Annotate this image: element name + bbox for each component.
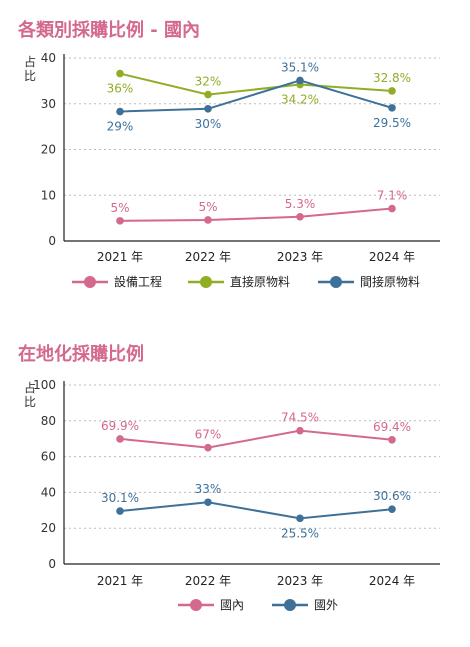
data-label: 7.1%: [377, 189, 408, 203]
y-tick-label: 40: [41, 485, 56, 499]
legend-label: 國外: [314, 598, 338, 612]
legend-swatch-dot: [84, 276, 96, 288]
x-tick-label: 2024 年: [369, 250, 415, 264]
data-label: 5%: [110, 201, 129, 215]
y-tick-label: 80: [41, 414, 56, 428]
series-line: [119, 207, 393, 222]
data-label: 33%: [195, 482, 222, 496]
y-tick-label: 0: [48, 234, 56, 248]
data-point: [296, 426, 304, 435]
y-tick-label: 100: [33, 378, 56, 392]
series-line: [119, 501, 393, 520]
data-point: [296, 76, 304, 85]
data-point: [204, 90, 212, 99]
chart-title: 各類別採購比例 - 國內: [17, 19, 200, 41]
data-label: 74.5%: [281, 411, 319, 425]
data-label: 35.1%: [281, 60, 319, 74]
legend-swatch-dot: [190, 599, 202, 611]
y-tick-label: 40: [41, 51, 56, 65]
data-point: [116, 107, 124, 116]
y-tick-label: 20: [41, 521, 56, 535]
data-label: 69.4%: [373, 420, 411, 434]
data-point: [204, 498, 212, 507]
x-tick-label: 2024 年: [369, 574, 415, 588]
data-label: 25.5%: [281, 526, 319, 540]
data-point: [388, 505, 396, 514]
data-label: 30.6%: [373, 489, 411, 503]
data-label: 32%: [195, 75, 222, 89]
legend-swatch-dot: [284, 599, 296, 611]
data-point: [204, 104, 212, 113]
y-tick-label: 30: [41, 97, 56, 111]
legend-swatch-dot: [200, 276, 212, 288]
series-line: [119, 72, 393, 96]
data-point: [116, 507, 124, 515]
legend-label: 設備工程: [114, 274, 162, 289]
data-point: [116, 435, 124, 443]
y-tick-label: 10: [41, 188, 56, 202]
x-tick-label: 2021 年: [97, 574, 143, 588]
series-line: [119, 429, 393, 449]
data-label: 32.8%: [373, 71, 411, 85]
data-label: 29%: [107, 120, 134, 134]
data-point: [388, 435, 396, 444]
x-tick-label: 2022 年: [185, 250, 231, 264]
data-label: 30%: [195, 117, 222, 131]
legend-label: 國內: [220, 598, 244, 612]
data-point: [116, 69, 124, 78]
data-point: [296, 212, 304, 221]
x-tick-label: 2021 年: [97, 250, 143, 264]
data-label: 5%: [198, 200, 217, 214]
data-label: 67%: [195, 428, 222, 442]
y-axis-label: 占比: [24, 54, 36, 83]
data-point: [204, 443, 212, 452]
y-axis-label: 占比: [24, 380, 36, 409]
data-point: [388, 204, 396, 213]
data-point: [204, 216, 212, 224]
data-label: 30.1%: [101, 491, 139, 505]
y-tick-label: 20: [41, 143, 56, 157]
data-point: [296, 514, 304, 523]
data-label: 5.3%: [285, 197, 316, 211]
series-line: [119, 79, 393, 113]
data-label: 36%: [107, 82, 134, 96]
y-tick-label: 0: [48, 557, 56, 571]
x-tick-label: 2023 年: [277, 250, 323, 264]
legend-swatch-dot: [330, 276, 342, 288]
chart-title: 在地化採購比例: [18, 343, 144, 365]
data-label: 69.9%: [101, 419, 139, 433]
x-tick-label: 2022 年: [185, 574, 231, 588]
data-label: 29.5%: [373, 116, 411, 130]
data-point: [116, 217, 124, 225]
y-tick-label: 60: [41, 450, 56, 464]
data-point: [388, 87, 396, 95]
legend-label: 直接原物料: [230, 274, 290, 289]
x-tick-label: 2023 年: [277, 574, 323, 588]
data-point: [388, 104, 396, 112]
data-label: 34.2%: [281, 93, 319, 107]
legend-label: 間接原物料: [360, 274, 420, 289]
